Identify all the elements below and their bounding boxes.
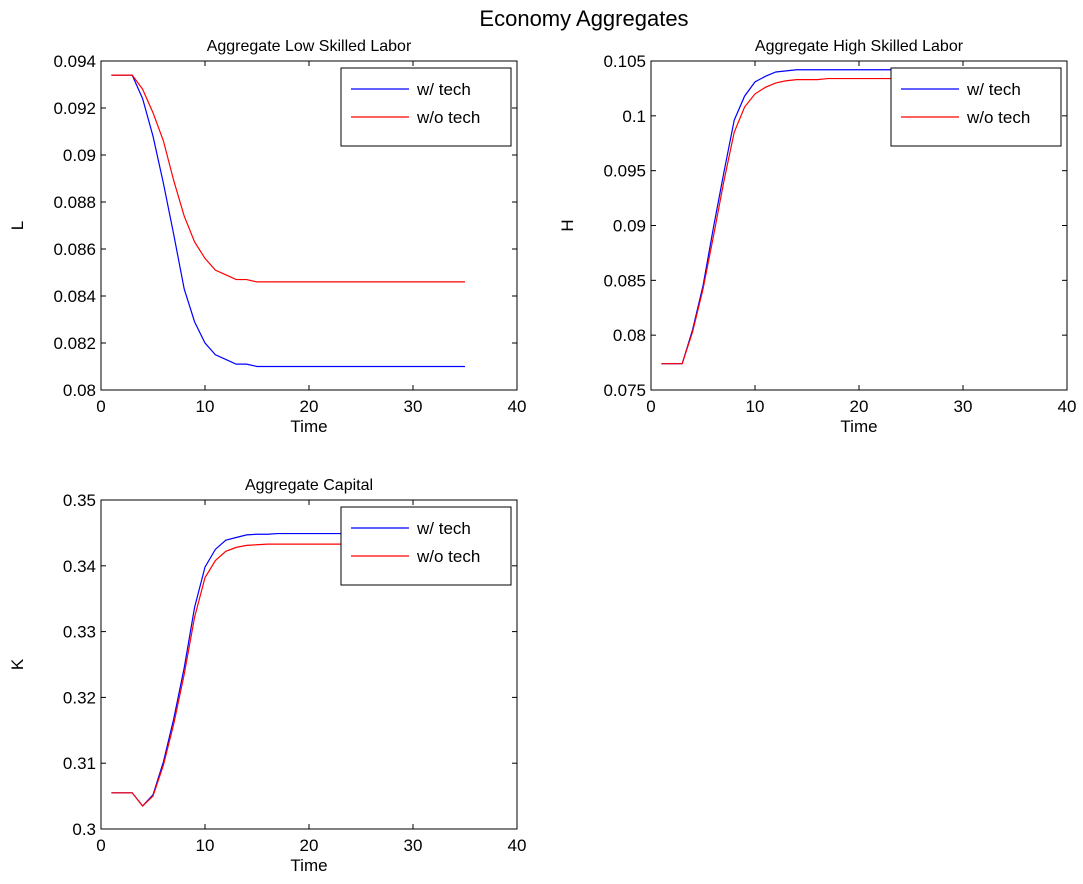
series-line-wotech <box>111 74 465 283</box>
x-axis-label: Time <box>290 417 327 436</box>
x-tick-label: 20 <box>300 836 319 855</box>
x-tick-label: 20 <box>300 397 319 416</box>
figure-title: Economy Aggregates <box>479 6 688 31</box>
high-skilled-chart: 0 10 20 30 40 0.075 0.08 0.085 0.09 0.095 0.1 0.105… <box>558 38 1076 436</box>
chart-title: Aggregate Capital <box>245 477 373 494</box>
legend-label: w/ tech <box>966 80 1021 99</box>
charts-group: 0 10 20 30 40 0.08 0.082 0.084 0.086 0.088 0.09 0.0… <box>8 38 1076 875</box>
x-tick-label: 40 <box>1058 397 1077 416</box>
y-tick-label: 0.095 <box>603 162 646 181</box>
y-tick-label: 0.32 <box>63 688 96 707</box>
y-tick-label: 0.084 <box>53 287 96 306</box>
legend-box <box>890 67 1062 147</box>
x-tick-label: 40 <box>508 397 527 416</box>
y-tick-label: 0.075 <box>603 381 646 400</box>
y-tick-label: 0.1 <box>622 107 646 126</box>
y-axis-label: K <box>8 658 27 670</box>
x-axis-label: Time <box>290 856 327 875</box>
x-tick-label: 0 <box>646 397 655 416</box>
chart-title: Aggregate High Skilled Labor <box>755 38 964 55</box>
x-tick-label: 40 <box>508 836 527 855</box>
y-tick-label: 0.082 <box>53 334 96 353</box>
y-tick-label: 0.33 <box>63 623 96 642</box>
legend-box <box>340 67 512 147</box>
low-skilled-chart: 0 10 20 30 40 0.08 0.082 0.084 0.086 0.088 0.09 0.0… <box>8 38 526 436</box>
legend-label: w/ tech <box>416 519 471 538</box>
y-tick-label: 0.094 <box>53 52 96 71</box>
y-tick-label: 0.092 <box>53 99 96 118</box>
legend-label: w/o tech <box>416 547 480 566</box>
y-tick-label: 0.086 <box>53 240 96 259</box>
x-tick-label: 20 <box>850 397 869 416</box>
y-tick-label: 0.09 <box>63 146 96 165</box>
y-tick-label: 0.31 <box>63 754 96 773</box>
y-axis-label: H <box>558 219 577 231</box>
x-tick-label: 0 <box>96 836 105 855</box>
x-tick-label: 30 <box>404 397 423 416</box>
y-tick-label: 0.35 <box>63 491 96 510</box>
y-tick-label: 0.08 <box>613 326 646 345</box>
x-tick-label: 30 <box>954 397 973 416</box>
x-axis-label: Time <box>840 417 877 436</box>
legend: w/ tech w/o tech <box>340 506 512 586</box>
legend-label: w/ tech <box>416 80 471 99</box>
y-tick-label: 0.3 <box>72 820 96 839</box>
y-tick-label: 0.088 <box>53 193 96 212</box>
legend: w/ tech w/o tech <box>340 67 512 147</box>
y-tick-label: 0.34 <box>63 557 96 576</box>
legend: w/ tech w/o tech <box>890 67 1062 147</box>
legend-label: w/o tech <box>416 108 480 127</box>
series-line-wtech <box>111 74 465 368</box>
capital-chart: 0 10 20 30 40 0.3 0.31 0.32 0.33 0.34 0.35 Aggregat… <box>8 477 526 875</box>
x-tick-label: 30 <box>404 836 423 855</box>
chart-title: Aggregate Low Skilled Labor <box>207 38 412 55</box>
x-tick-label: 10 <box>196 836 215 855</box>
y-tick-label: 0.09 <box>613 217 646 236</box>
x-tick-label: 10 <box>196 397 215 416</box>
legend-label: w/o tech <box>966 108 1030 127</box>
x-tick-label: 10 <box>746 397 765 416</box>
legend-box <box>340 506 512 586</box>
y-tick-label: 0.085 <box>603 271 646 290</box>
y-tick-label: 0.08 <box>63 381 96 400</box>
y-tick-label: 0.105 <box>603 52 646 71</box>
y-axis-label: L <box>8 221 27 230</box>
x-tick-label: 0 <box>96 397 105 416</box>
